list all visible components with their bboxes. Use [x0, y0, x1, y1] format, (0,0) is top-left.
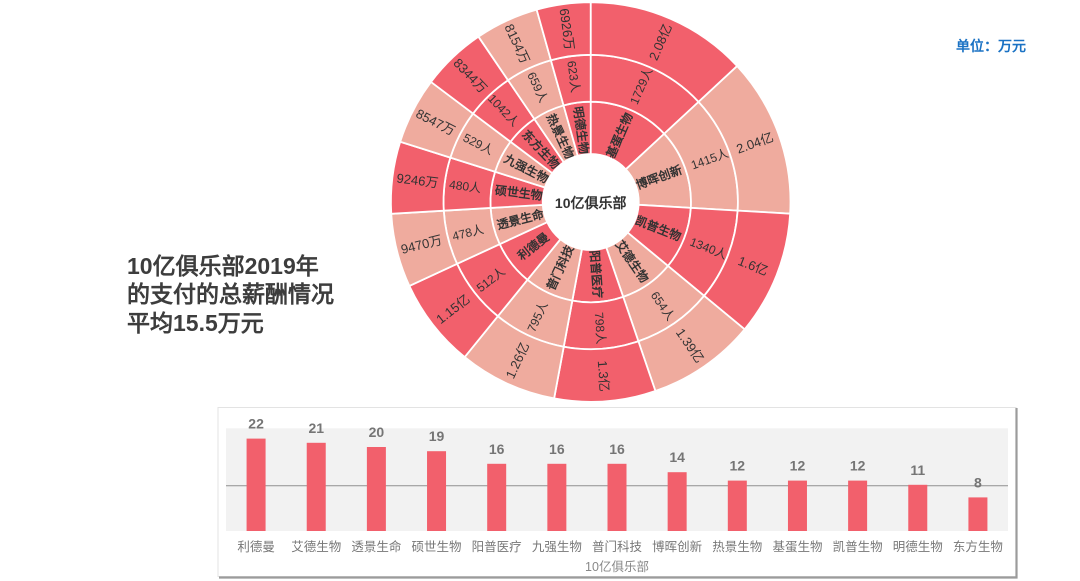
svg-text:480人: 480人 — [448, 177, 482, 195]
svg-text:阳普医疗: 阳普医疗 — [587, 250, 605, 299]
svg-text:10亿俱乐部: 10亿俱乐部 — [555, 195, 627, 211]
svg-text:16: 16 — [489, 441, 505, 457]
svg-text:硕世生物: 硕世生物 — [494, 182, 543, 203]
svg-text:12: 12 — [850, 458, 866, 474]
svg-text:10亿俱乐部: 10亿俱乐部 — [585, 559, 649, 574]
svg-text:9246万: 9246万 — [396, 170, 439, 190]
svg-text:16: 16 — [609, 441, 625, 457]
svg-text:普门科技: 普门科技 — [592, 539, 643, 554]
svg-text:16: 16 — [549, 441, 565, 457]
svg-text:11: 11 — [910, 462, 925, 478]
svg-text:明德生物: 明德生物 — [571, 105, 592, 155]
svg-text:20: 20 — [369, 424, 385, 440]
svg-text:明德生物: 明德生物 — [893, 539, 943, 554]
svg-text:14: 14 — [669, 449, 685, 465]
svg-text:热景生物: 热景生物 — [712, 540, 762, 554]
svg-text:利德曼: 利德曼 — [237, 539, 275, 554]
svg-text:22: 22 — [248, 416, 264, 432]
svg-text:阳普医疗: 阳普医疗 — [472, 540, 522, 554]
svg-text:1.3亿: 1.3亿 — [595, 360, 612, 392]
svg-text:凯普生物: 凯普生物 — [833, 540, 883, 554]
svg-text:8: 8 — [974, 474, 982, 490]
svg-text:21: 21 — [308, 420, 324, 436]
svg-text:东方生物: 东方生物 — [953, 539, 1003, 554]
svg-text:12: 12 — [730, 458, 746, 474]
svg-text:基蛋生物: 基蛋生物 — [772, 540, 822, 554]
svg-text:19: 19 — [429, 428, 445, 444]
svg-text:623人: 623人 — [564, 60, 582, 94]
svg-text:12: 12 — [790, 458, 806, 474]
svg-text:798人: 798人 — [592, 312, 608, 345]
svg-text:九强生物: 九强生物 — [532, 540, 582, 554]
svg-text:6926万: 6926万 — [557, 7, 578, 51]
svg-text:透景生命: 透景生命 — [351, 539, 402, 554]
svg-text:博晖创新: 博晖创新 — [652, 539, 702, 554]
svg-text:艾德生物: 艾德生物 — [291, 539, 341, 554]
svg-text:硕世生物: 硕世生物 — [412, 540, 462, 554]
